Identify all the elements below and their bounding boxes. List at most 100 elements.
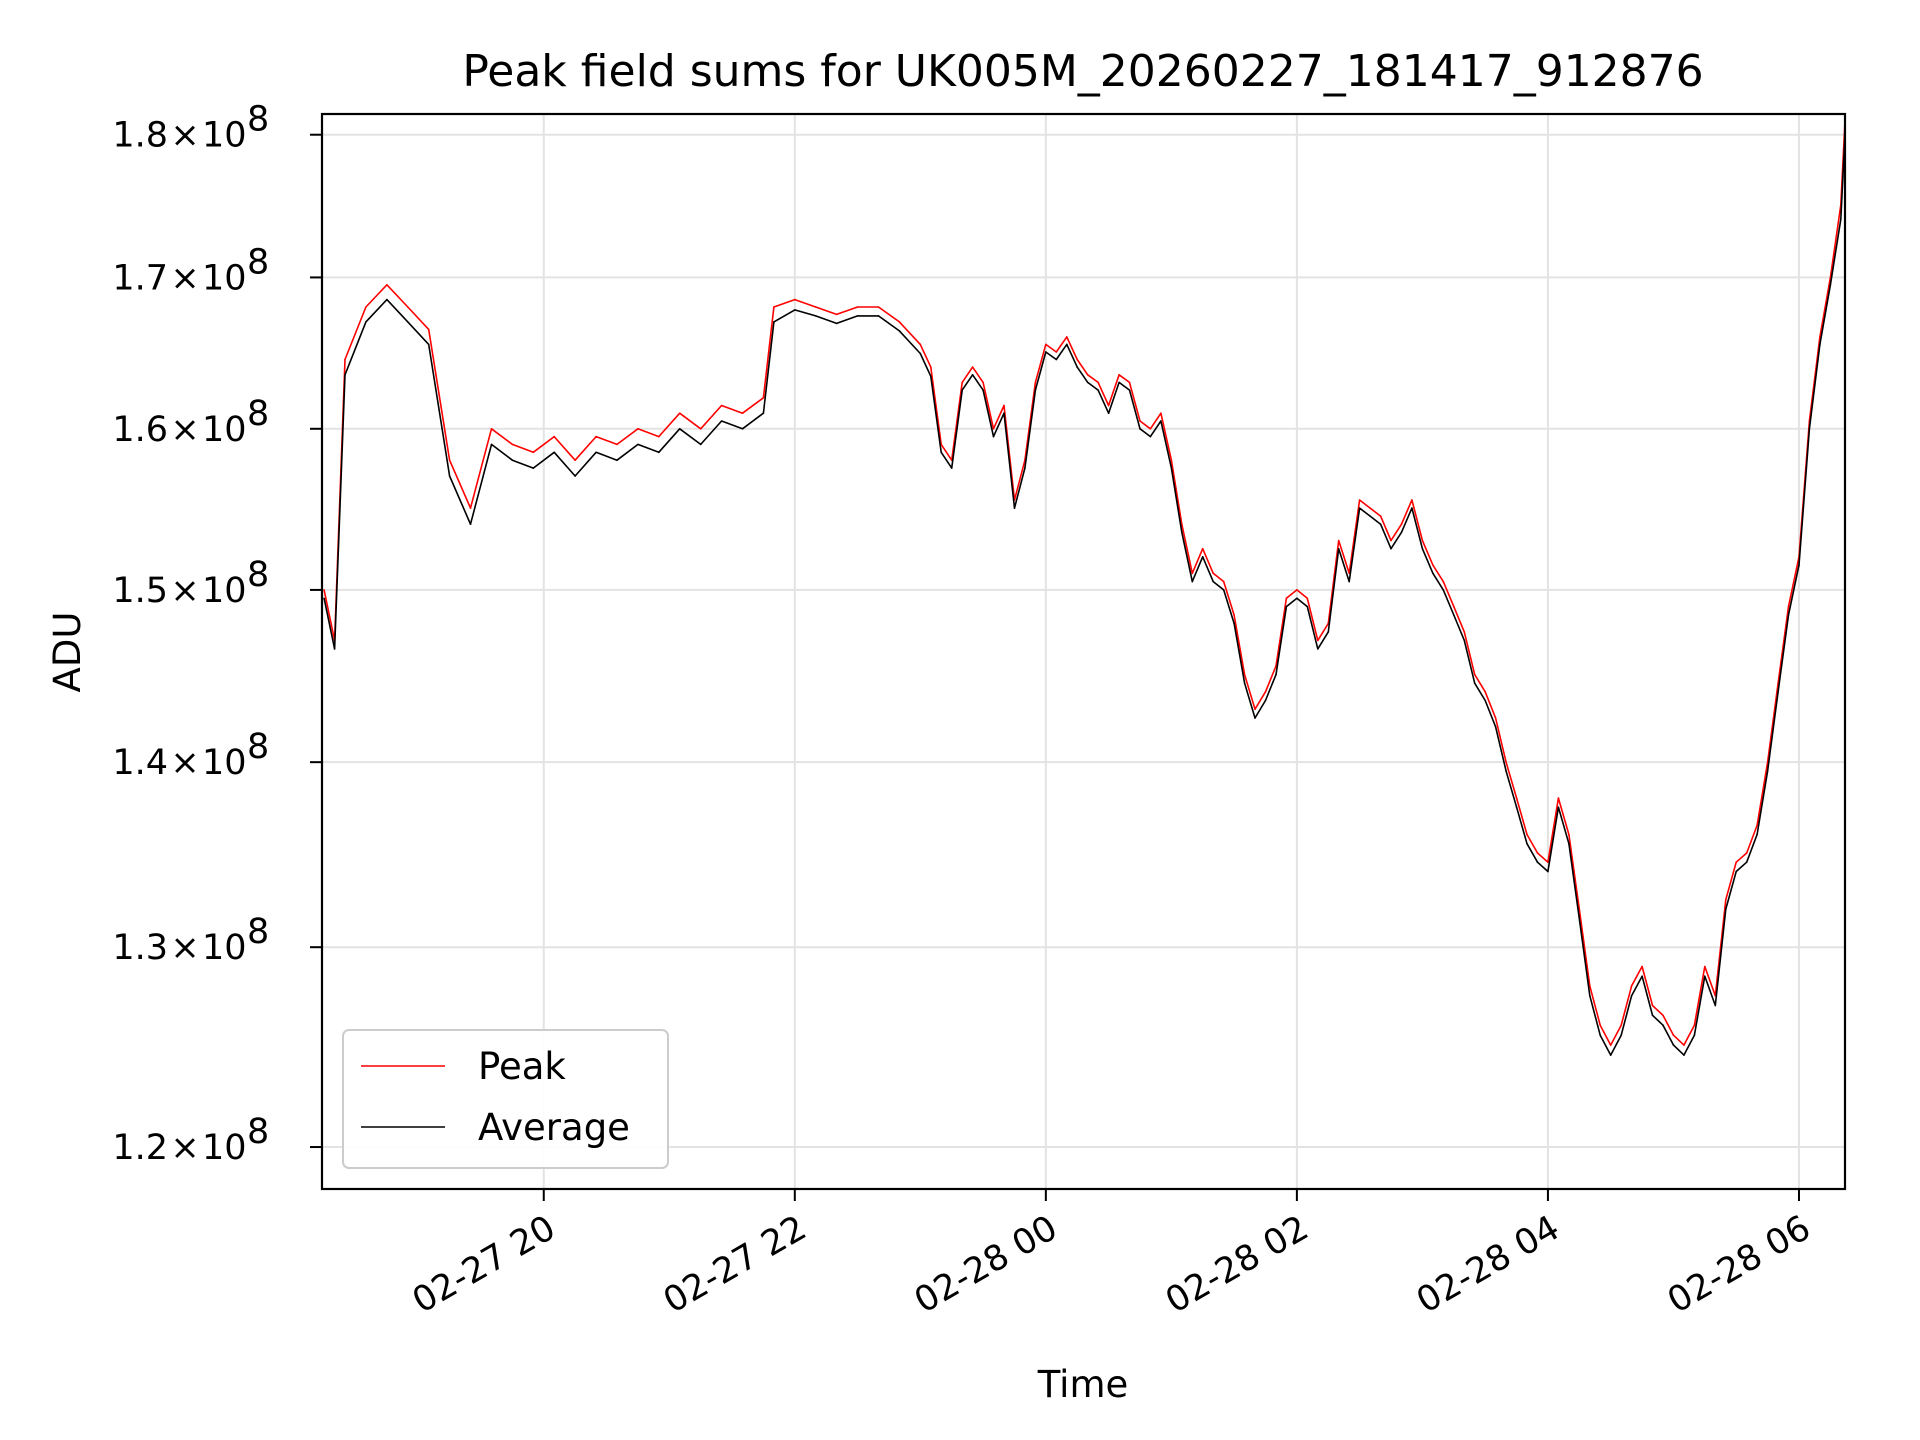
data-point-peak [1358, 499, 1361, 501]
y-tick-label: 1.3 × 10 8 [112, 912, 269, 968]
data-point-peak [794, 298, 796, 301]
data-point-peak [856, 306, 859, 308]
y-tick-mantissa: 1.4 [112, 743, 168, 783]
data-point-average [1557, 806, 1560, 808]
data-point-average [323, 597, 325, 600]
data-point-peak [1317, 639, 1319, 642]
data-point-average [1327, 631, 1330, 633]
data-point-average [1672, 1044, 1675, 1046]
series-line-peak [323, 120, 1845, 1046]
data-point-peak [1201, 547, 1204, 550]
data-point-average [1421, 547, 1424, 550]
data-point-peak [1264, 691, 1267, 693]
y-tick-mantissa: 1.7 [112, 258, 168, 298]
data-point-average [427, 343, 430, 346]
data-point-average [1599, 1034, 1601, 1036]
data-point-average [930, 375, 932, 378]
data-point-average [1630, 994, 1633, 997]
data-point-peak [427, 328, 430, 331]
data-point-peak [1515, 797, 1518, 799]
data-point-average [333, 648, 336, 650]
data-point-average [1568, 842, 1570, 845]
y-tick-label: 1.5 × 10 8 [112, 555, 269, 611]
data-point-average [992, 435, 995, 438]
data-point-average [1400, 531, 1403, 534]
data-point-peak [1170, 459, 1173, 462]
data-point-average [720, 420, 723, 422]
data-point-average [1170, 467, 1173, 469]
data-point-peak [1505, 761, 1507, 763]
data-point-peak [762, 397, 765, 399]
data-point-peak [898, 321, 901, 323]
data-point-average [982, 389, 984, 391]
data-point-peak [658, 435, 660, 438]
data-point-average [950, 467, 953, 469]
data-point-peak [1181, 523, 1183, 525]
data-point-peak [1191, 572, 1194, 575]
data-point-peak [1630, 985, 1633, 987]
data-point-peak [1118, 374, 1120, 376]
data-point-peak [1568, 833, 1570, 836]
data-point-average [386, 298, 388, 301]
data-point-average [1118, 381, 1120, 384]
y-tick-exponent: 8 [247, 100, 269, 140]
data-point-peak [1066, 336, 1068, 338]
data-point-average [1526, 842, 1528, 845]
data-point-average [1212, 580, 1214, 583]
data-point-average [1651, 1014, 1654, 1017]
data-point-average [344, 374, 346, 376]
y-tick-exponent: 8 [247, 1112, 269, 1152]
data-point-peak [1149, 428, 1152, 430]
y-tick-times-sign: × [170, 258, 199, 298]
data-point-peak [1379, 515, 1382, 517]
y-tick-label: 1.2 × 10 8 [112, 1112, 269, 1168]
data-point-peak [877, 306, 880, 308]
data-point-peak [773, 306, 775, 308]
data-point-average [1024, 467, 1026, 469]
data-point-peak [407, 306, 409, 308]
data-point-average [1358, 507, 1361, 509]
data-point-peak [1233, 614, 1235, 616]
data-point-average [814, 315, 817, 317]
data-point-average [469, 523, 472, 525]
data-point-average [1704, 975, 1706, 977]
data-point-average [1296, 597, 1298, 600]
data-point-average [658, 451, 660, 454]
data-point-peak [1034, 381, 1037, 384]
data-point-peak [490, 428, 493, 430]
data-point-average [1317, 648, 1319, 650]
data-point-peak [1055, 351, 1058, 353]
data-point-average [1379, 523, 1382, 525]
data-point-peak [1693, 1024, 1696, 1026]
data-point-average [490, 443, 493, 446]
data-point-average [1201, 556, 1204, 558]
data-point-average [1473, 682, 1476, 684]
y-tick-label: 1.8 × 10 8 [112, 100, 269, 156]
data-point-peak [1578, 908, 1581, 910]
data-point-peak [1222, 580, 1225, 583]
y-tick-label: 1.4 × 10 8 [112, 727, 269, 783]
y-tick-times-sign: × [170, 116, 199, 156]
y-tick-label: 1.7 × 10 8 [112, 242, 269, 298]
data-point-average [1337, 547, 1340, 550]
data-point-peak [1139, 420, 1141, 422]
data-point-peak [1432, 564, 1434, 566]
data-point-average [1139, 428, 1141, 430]
data-point-peak [1609, 1044, 1612, 1046]
data-point-peak [1725, 898, 1727, 901]
data-point-peak [1160, 412, 1162, 415]
data-point-peak [1463, 631, 1466, 633]
data-point-peak [1589, 985, 1591, 987]
data-point-average [1128, 389, 1131, 391]
data-point-average [1076, 366, 1078, 368]
y-tick-mantissa: 1.6 [112, 410, 168, 450]
data-point-peak [1337, 539, 1340, 542]
data-point-average [1181, 531, 1183, 534]
data-point-peak [1285, 597, 1288, 600]
data-point-average [1494, 726, 1497, 728]
y-tick-base: 10 [202, 743, 247, 783]
y-tick-label: 1.6 × 10 8 [112, 394, 269, 450]
data-point-average [856, 315, 859, 317]
data-point-peak [1045, 343, 1047, 346]
data-point-average [1829, 284, 1832, 286]
